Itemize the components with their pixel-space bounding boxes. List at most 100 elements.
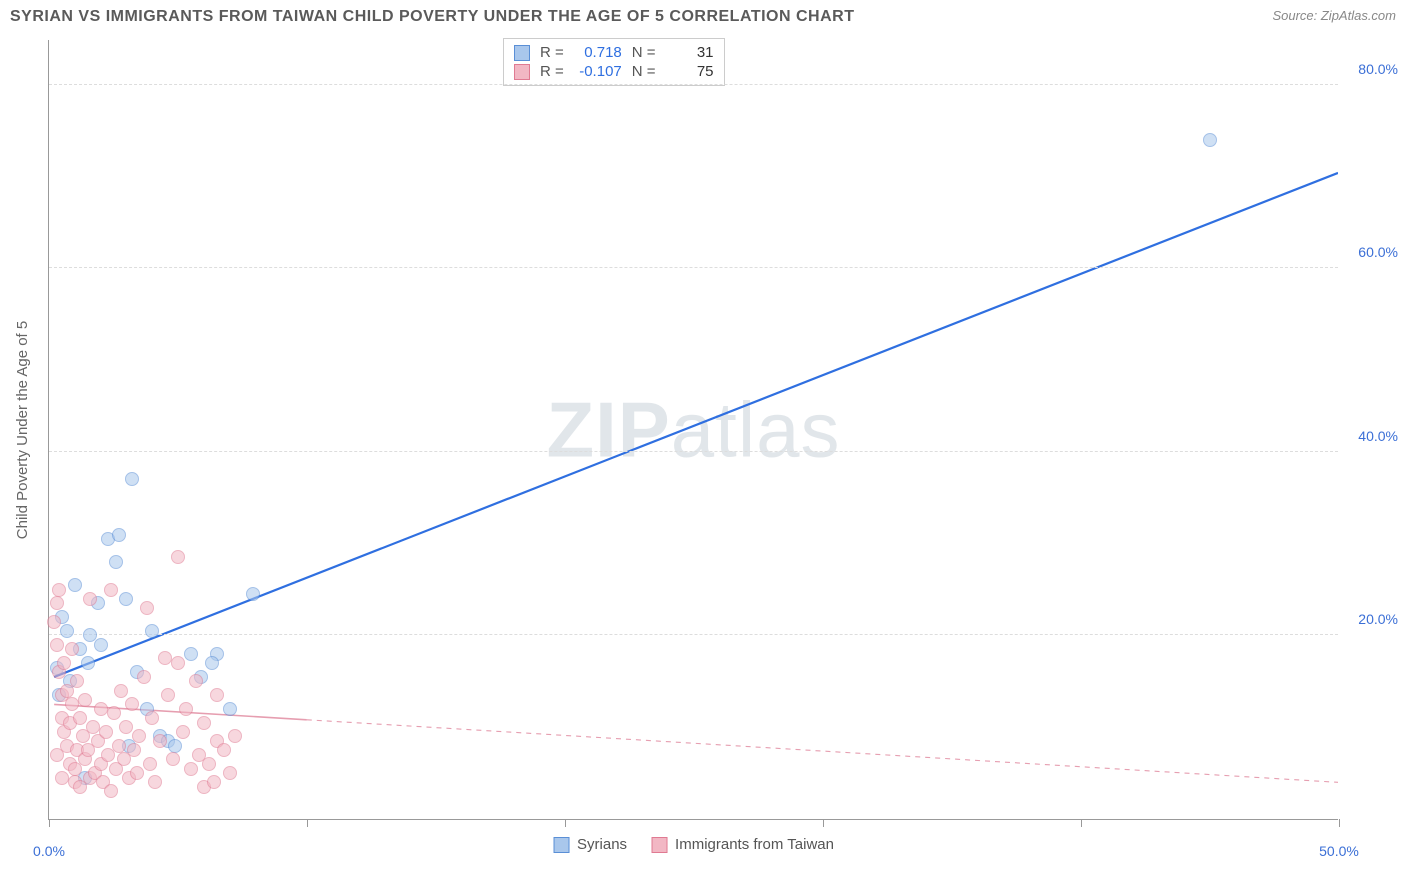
- data-point: [246, 587, 260, 601]
- legend-row-taiwan: R = -0.107 N = 75: [514, 62, 714, 81]
- data-point: [184, 647, 198, 661]
- r-label: R =: [540, 63, 564, 80]
- scatter-chart: ZIPatlas R = 0.718 N = 31 R = -0.107 N =…: [48, 40, 1338, 820]
- data-point: [228, 729, 242, 743]
- data-point: [50, 638, 64, 652]
- correlation-legend: R = 0.718 N = 31 R = -0.107 N = 75: [503, 38, 725, 86]
- data-point: [130, 766, 144, 780]
- data-point: [50, 748, 64, 762]
- n-value: 75: [666, 63, 714, 80]
- data-point: [60, 624, 74, 638]
- data-point: [65, 642, 79, 656]
- data-point: [132, 729, 146, 743]
- grid-line: [49, 634, 1338, 635]
- series-legend: Syrians Immigrants from Taiwan: [553, 836, 834, 853]
- x-tick-label: 50.0%: [1319, 843, 1359, 859]
- data-point: [171, 550, 185, 564]
- data-point: [119, 592, 133, 606]
- data-point: [179, 702, 193, 716]
- data-point: [112, 528, 126, 542]
- r-value: 0.718: [574, 44, 622, 61]
- watermark-part2: atlas: [671, 385, 841, 473]
- n-label: N =: [632, 44, 656, 61]
- data-point: [217, 743, 231, 757]
- data-point: [86, 720, 100, 734]
- chart-title: SYRIAN VS IMMIGRANTS FROM TAIWAN CHILD P…: [10, 8, 854, 26]
- data-point: [140, 601, 154, 615]
- data-point: [205, 656, 219, 670]
- r-label: R =: [540, 44, 564, 61]
- data-point: [184, 762, 198, 776]
- data-point: [119, 720, 133, 734]
- data-point: [207, 775, 221, 789]
- data-point: [168, 739, 182, 753]
- legend-swatch-icon: [651, 837, 667, 853]
- x-tick: [823, 819, 824, 827]
- x-tick: [1081, 819, 1082, 827]
- source-name: ZipAtlas.com: [1321, 8, 1396, 23]
- data-point: [143, 757, 157, 771]
- n-label: N =: [632, 63, 656, 80]
- legend-swatch-icon: [553, 837, 569, 853]
- data-point: [125, 472, 139, 486]
- y-tick-label: 80.0%: [1343, 61, 1398, 77]
- data-point: [109, 555, 123, 569]
- data-point: [189, 674, 203, 688]
- data-point: [223, 702, 237, 716]
- data-point: [145, 711, 159, 725]
- series-legend-taiwan: Immigrants from Taiwan: [651, 836, 834, 853]
- source-prefix: Source:: [1272, 8, 1320, 23]
- data-point: [148, 775, 162, 789]
- data-point: [50, 596, 64, 610]
- data-point: [210, 688, 224, 702]
- data-point: [112, 739, 126, 753]
- data-point: [55, 771, 69, 785]
- chart-header: SYRIAN VS IMMIGRANTS FROM TAIWAN CHILD P…: [10, 8, 1396, 26]
- data-point: [161, 688, 175, 702]
- watermark-text: ZIPatlas: [546, 384, 840, 475]
- grid-line: [49, 84, 1338, 85]
- x-tick: [1339, 819, 1340, 827]
- data-point: [127, 743, 141, 757]
- x-tick: [307, 819, 308, 827]
- data-point: [125, 697, 139, 711]
- x-tick: [49, 819, 50, 827]
- data-point: [73, 711, 87, 725]
- grid-line: [49, 267, 1338, 268]
- data-point: [114, 684, 128, 698]
- grid-line: [49, 451, 1338, 452]
- data-point: [65, 697, 79, 711]
- data-point: [47, 615, 61, 629]
- n-value: 31: [666, 44, 714, 61]
- data-point: [99, 725, 113, 739]
- data-point: [107, 706, 121, 720]
- data-point: [70, 674, 84, 688]
- data-point: [104, 784, 118, 798]
- data-point: [145, 624, 159, 638]
- data-point: [158, 651, 172, 665]
- data-point: [94, 702, 108, 716]
- data-point: [81, 656, 95, 670]
- data-point: [52, 583, 66, 597]
- data-point: [176, 725, 190, 739]
- data-point: [137, 670, 151, 684]
- y-tick-label: 60.0%: [1343, 244, 1398, 260]
- r-value: -0.107: [574, 63, 622, 80]
- data-point: [223, 766, 237, 780]
- data-point: [68, 578, 82, 592]
- data-point: [94, 638, 108, 652]
- source-attribution: Source: ZipAtlas.com: [1272, 8, 1396, 23]
- watermark-part1: ZIP: [546, 385, 670, 473]
- data-point: [202, 757, 216, 771]
- data-point: [78, 693, 92, 707]
- series-label: Immigrants from Taiwan: [675, 836, 834, 853]
- legend-row-syrians: R = 0.718 N = 31: [514, 43, 714, 62]
- data-point: [197, 716, 211, 730]
- series-label: Syrians: [577, 836, 627, 853]
- data-point: [1203, 133, 1217, 147]
- data-point: [83, 592, 97, 606]
- data-point: [57, 656, 71, 670]
- data-point: [166, 752, 180, 766]
- data-point: [153, 734, 167, 748]
- x-tick: [565, 819, 566, 827]
